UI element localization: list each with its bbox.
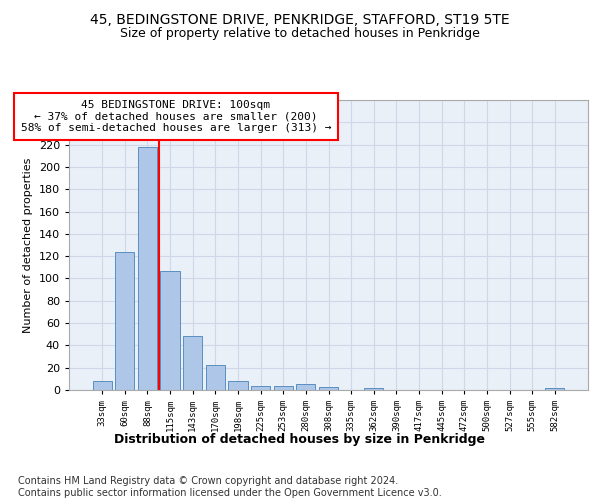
Bar bbox=[364, 388, 383, 390]
Y-axis label: Number of detached properties: Number of detached properties bbox=[23, 158, 33, 332]
Bar bbox=[92, 381, 112, 390]
Bar bbox=[206, 366, 225, 390]
Text: Distribution of detached houses by size in Penkridge: Distribution of detached houses by size … bbox=[115, 432, 485, 446]
Text: 45, BEDINGSTONE DRIVE, PENKRIDGE, STAFFORD, ST19 5TE: 45, BEDINGSTONE DRIVE, PENKRIDGE, STAFFO… bbox=[90, 12, 510, 26]
Text: Size of property relative to detached houses in Penkridge: Size of property relative to detached ho… bbox=[120, 28, 480, 40]
Bar bbox=[138, 147, 157, 390]
Text: 45 BEDINGSTONE DRIVE: 100sqm
← 37% of detached houses are smaller (200)
58% of s: 45 BEDINGSTONE DRIVE: 100sqm ← 37% of de… bbox=[20, 100, 331, 134]
Bar bbox=[274, 386, 293, 390]
Bar bbox=[183, 336, 202, 390]
Bar bbox=[319, 386, 338, 390]
Bar bbox=[229, 381, 248, 390]
Bar bbox=[251, 386, 270, 390]
Bar bbox=[160, 270, 180, 390]
Text: Contains HM Land Registry data © Crown copyright and database right 2024.
Contai: Contains HM Land Registry data © Crown c… bbox=[18, 476, 442, 498]
Bar bbox=[545, 388, 565, 390]
Bar bbox=[296, 384, 316, 390]
Bar bbox=[115, 252, 134, 390]
